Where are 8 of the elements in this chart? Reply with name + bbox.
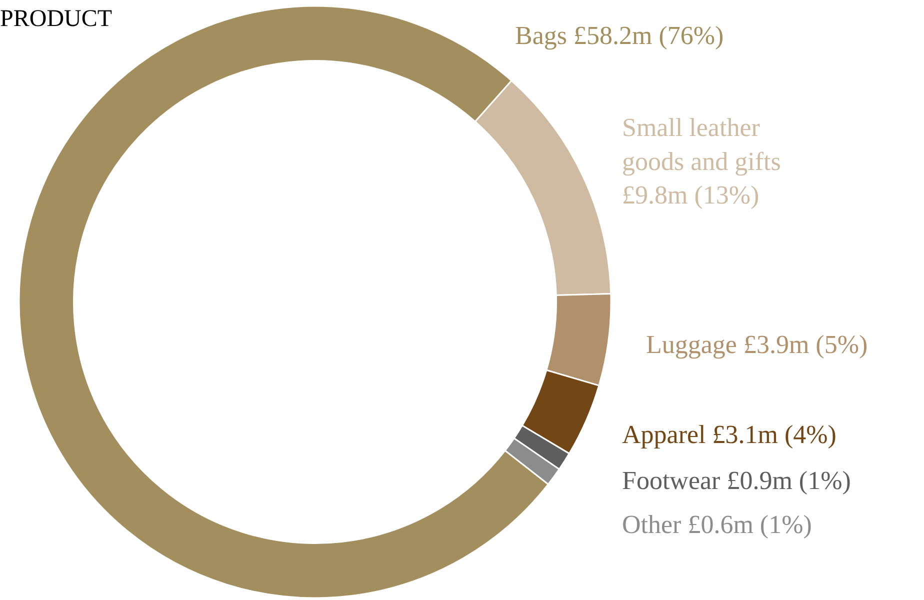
data-label: £9.8m (13%) — [622, 180, 760, 210]
chart-title: PRODUCT — [0, 6, 112, 32]
slice-label: Bags £58.2m (76%) — [515, 21, 724, 50]
slice-label: Small leather goods and gifts — [622, 113, 781, 176]
slice-label: Footwear £0.9m (1%) — [622, 466, 851, 495]
slice-label: Other £0.6m (1%) — [622, 510, 812, 539]
slice-label: Luggage £3.9m (5%) — [646, 330, 868, 359]
slice-label: Apparel £3.1m (4%) — [622, 420, 836, 449]
